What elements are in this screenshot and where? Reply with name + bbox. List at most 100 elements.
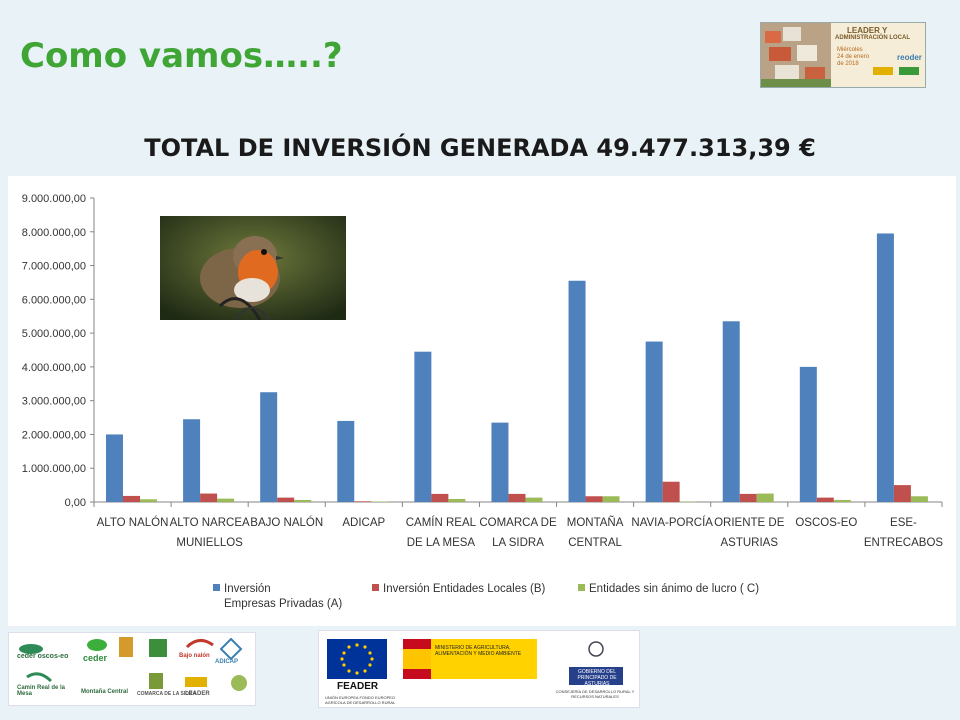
partner-logos-left: ceder oscos-eo ceder ADICAP Bajo nalón C… <box>8 632 256 706</box>
y-tick-label: 6.000.000,00 <box>22 294 86 306</box>
y-tick-label: 5.000.000,00 <box>22 328 86 340</box>
logo-line3: Miércoles <box>837 47 863 53</box>
x-tick-label: BAJO NALÓN <box>250 516 323 529</box>
logo-bajo-nalon: Bajo nalón <box>179 653 210 659</box>
logo-montana-central: Montaña Central <box>81 689 129 695</box>
bar-empresas <box>645 341 663 502</box>
bar-empresas <box>799 366 817 502</box>
bar-sin-animo-lucro <box>679 501 697 503</box>
bar-entidades-locales <box>816 497 834 502</box>
logo-comarca-sidra: COMARCA DE LA SIDRA <box>137 691 197 697</box>
x-tick-label: ASTURIAS <box>721 537 779 549</box>
partner-logos-graphic <box>19 637 247 691</box>
x-tick-label: CENTRAL <box>568 537 622 549</box>
logo-line1: LEADER Y <box>847 26 888 35</box>
bar-empresas <box>568 280 586 502</box>
bar-sin-animo-lucro <box>602 496 620 502</box>
legend-label: Inversión Entidades Locales (B) <box>383 583 546 595</box>
bar-sin-animo-lucro <box>140 499 157 502</box>
bar-sin-animo-lucro <box>525 497 543 502</box>
x-tick-label: ALTO NARCEA <box>170 517 250 529</box>
bar-entidades-locales <box>354 501 372 502</box>
bar-empresas <box>414 351 432 502</box>
logo-camin-real: Camin Real de la Mesa <box>17 685 66 697</box>
x-tick-label: ORIENTE DE <box>714 517 785 529</box>
bar-sin-animo-lucro <box>756 493 774 502</box>
chart-area: 0,00 1.000.000,00 2.000.000,00 3.000.000,00… <box>8 176 956 626</box>
bar-entidades-locales <box>277 497 295 502</box>
bar-entidades-locales <box>585 496 603 502</box>
logo-ceder: ceder <box>83 653 108 663</box>
legend-label: Inversión <box>224 583 271 595</box>
feader-label: FEADER <box>337 681 379 692</box>
bar-empresas <box>491 422 509 502</box>
x-tick-label: MONTAÑA <box>567 516 624 529</box>
y-tick-label: 7.000.000,00 <box>22 261 86 273</box>
x-tick-label: COMARCA DE <box>479 517 557 529</box>
bar-empresas <box>183 419 201 502</box>
logo-green-badge <box>899 67 919 75</box>
legend-swatch <box>213 584 220 591</box>
ministerio-label: MINISTERIO DE AGRICULTURA, ALIMENTACIÓN … <box>435 645 522 657</box>
consejeria-label: CONSEJERÍA DE DESARROLLO RURAL Y RECURSO… <box>555 689 635 699</box>
legend-label: Entidades sin ánimo de lucro ( C) <box>589 583 759 595</box>
leader-event-logo-graphic <box>761 23 925 87</box>
x-tick-label: OSCOS-EO <box>795 517 857 529</box>
logo-line2: ADMINISTRACIÓN LOCAL <box>835 35 910 41</box>
x-tick-label: LA SIDRA <box>492 537 544 549</box>
gobierno-label: GOBIERNO DEL PRINCIPADO DE ASTURIAS <box>577 669 617 687</box>
bar-entidades-locales <box>200 493 218 502</box>
y-tick-label: 3.000.000,00 <box>22 396 86 408</box>
x-tick-label: ENTRECABOS <box>864 537 944 549</box>
y-tick-label: 4.000.000,00 <box>22 362 86 374</box>
feader-subtitle: UNIÓN EUROPEA FONDO EUROPEO AGRÍCOLA DE … <box>325 695 396 705</box>
logo-line4: 24 de enero <box>837 54 870 60</box>
logo-leader: LEADER <box>185 691 210 697</box>
bar-empresas <box>260 392 278 502</box>
bar-chart: 0,00 1.000.000,00 2.000.000,00 3.000.000,00… <box>22 193 944 610</box>
bar-empresas <box>722 321 740 502</box>
y-tick-label: 0,00 <box>65 497 86 509</box>
x-tick-label: CAMÍN REAL <box>406 516 477 529</box>
logo-yellow-badge <box>873 67 893 75</box>
leader-event-logo: LEADER Y ADMINISTRACIÓN LOCAL Miércoles … <box>760 22 926 88</box>
x-tick-label: NAVIA-PORCÍA <box>631 516 713 529</box>
robin-photo <box>160 216 346 320</box>
legend-swatch <box>372 584 379 591</box>
bar-sin-animo-lucro <box>294 499 312 502</box>
x-tick-label: ESE- <box>890 517 917 529</box>
y-tick-label: 8.000.000,00 <box>22 227 86 239</box>
bar-sin-animo-lucro <box>833 499 851 502</box>
bar-sin-animo-lucro <box>448 498 466 502</box>
bar-entidades-locales <box>662 481 680 502</box>
x-tick-label: ALTO NALÓN <box>97 516 169 529</box>
x-tick-label: MUNIELLOS <box>176 537 243 549</box>
logo-ceder-oscos: ceder oscos-eo <box>17 653 69 660</box>
bar-entidades-locales <box>508 493 526 502</box>
logo-adicap: ADICAP <box>215 659 239 665</box>
bar-entidades-locales <box>739 493 757 502</box>
x-tick-label: ADICAP <box>342 517 385 529</box>
y-tick-label: 2.000.000,00 <box>22 429 86 441</box>
bar-empresas <box>337 420 355 502</box>
bar-empresas <box>876 233 894 502</box>
bar-entidades-locales <box>123 495 140 502</box>
robin-image <box>160 216 346 320</box>
institution-logos-graphic <box>327 639 623 685</box>
bar-empresas <box>106 434 123 502</box>
legend-swatch <box>578 584 585 591</box>
legend-label: Empresas Privadas (A) <box>224 598 342 610</box>
slide-title: Como vamos…..? <box>20 36 343 76</box>
x-tick-label: DE LA MESA <box>407 537 476 549</box>
logo-line5: de 2018 <box>837 61 859 67</box>
bar-sin-animo-lucro <box>371 501 389 502</box>
y-tick-label: 9.000.000,00 <box>22 193 86 205</box>
bar-sin-animo-lucro <box>217 498 235 502</box>
institution-logos: FEADER UNIÓN EUROPEA FONDO EUROPEO AGRÍC… <box>318 630 640 708</box>
logo-brand: reoder <box>897 53 922 62</box>
bar-entidades-locales <box>893 485 911 502</box>
y-tick-label: 1.000.000,00 <box>22 463 86 475</box>
bar-entidades-locales <box>431 493 449 502</box>
bar-sin-animo-lucro <box>910 496 928 502</box>
chart-heading: TOTAL DE INVERSIÓN GENERADA 49.477.313,3… <box>144 134 816 162</box>
